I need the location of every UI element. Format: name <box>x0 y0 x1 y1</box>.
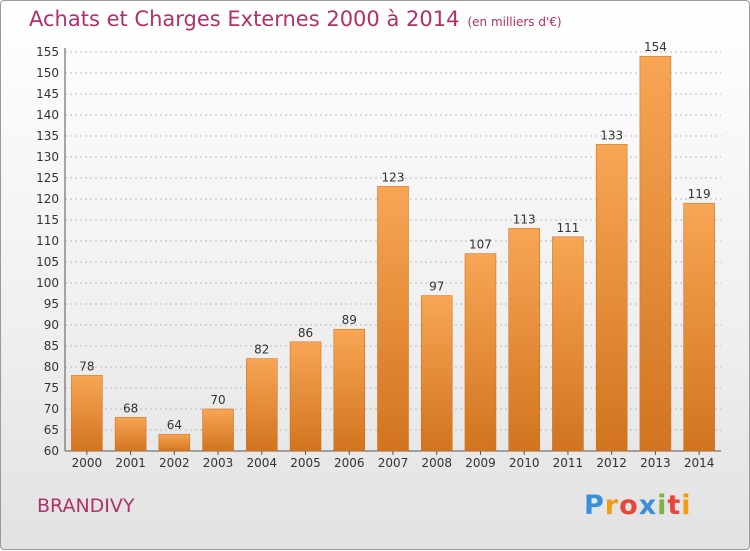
bar-value-label: 113 <box>513 212 536 226</box>
logo-letter: i <box>657 490 668 521</box>
logo-letter: t <box>667 490 682 521</box>
y-tick-label: 150 <box>36 66 59 80</box>
x-tick-label: 2012 <box>596 456 627 470</box>
bar-value-label: 70 <box>210 393 225 407</box>
y-tick-label: 145 <box>36 87 59 101</box>
proxiti-logo: Proxiti <box>584 490 692 521</box>
y-tick-label: 100 <box>36 276 59 290</box>
logo-letter: r <box>604 490 620 521</box>
bar <box>508 228 540 452</box>
y-tick-label: 120 <box>36 192 59 206</box>
x-tick-label: 2004 <box>247 456 278 470</box>
bar-value-label: 107 <box>469 238 492 252</box>
bar-value-label: 133 <box>600 128 623 142</box>
bar <box>114 417 147 452</box>
bar <box>683 202 715 452</box>
bar <box>639 55 672 452</box>
bar-value-label: 89 <box>342 313 357 327</box>
bar <box>202 408 234 452</box>
x-tick-label: 2001 <box>115 456 146 470</box>
bar <box>71 375 103 452</box>
chart-subtitle: (en milliers d'€) <box>467 15 562 29</box>
x-tick-label: 2014 <box>684 456 715 470</box>
logo-letter: i <box>681 490 692 521</box>
y-tick-label: 70 <box>44 402 59 416</box>
y-tick-label: 65 <box>44 423 59 437</box>
x-tick-label: 2008 <box>421 456 452 470</box>
bar <box>420 295 453 452</box>
y-tick-label: 85 <box>44 339 59 353</box>
bar-value-label: 68 <box>123 401 138 415</box>
place-name: BRANDIVY <box>37 495 135 517</box>
y-tick-label: 90 <box>44 318 59 332</box>
y-tick-label: 60 <box>44 444 59 458</box>
logo-letter: x <box>638 490 658 521</box>
y-tick-label: 95 <box>44 297 59 311</box>
x-tick-label: 2000 <box>72 456 103 470</box>
x-tick-label: 2010 <box>509 456 540 470</box>
bar-value-label: 123 <box>382 170 405 184</box>
bar-value-label: 78 <box>79 359 94 373</box>
x-tick-label: 2011 <box>553 456 584 470</box>
logo-letter: P <box>584 490 605 521</box>
bar-value-label: 86 <box>298 326 313 340</box>
y-tick-label: 80 <box>44 360 59 374</box>
chart-title: Achats et Charges Externes 2000 à 2014 (e… <box>29 7 562 31</box>
x-tick-label: 2007 <box>378 456 409 470</box>
logo-letter: o <box>619 490 639 521</box>
x-tick-label: 2005 <box>290 456 321 470</box>
bar-value-label: 97 <box>429 280 444 294</box>
y-tick-label: 125 <box>36 171 59 185</box>
x-tick-label: 2013 <box>640 456 671 470</box>
bar <box>246 358 278 452</box>
bar <box>289 341 322 452</box>
bar <box>158 433 191 452</box>
x-tick-label: 2009 <box>465 456 496 470</box>
y-tick-label: 135 <box>36 129 59 143</box>
bar <box>333 328 366 452</box>
bar <box>552 236 584 452</box>
y-tick-label: 115 <box>36 213 59 227</box>
x-tick-label: 2003 <box>203 456 234 470</box>
y-tick-label: 75 <box>44 381 59 395</box>
chart-title-text: Achats et Charges Externes 2000 à 2014 <box>29 7 460 31</box>
bar-value-label: 154 <box>644 40 667 54</box>
bar-value-label: 82 <box>254 343 269 357</box>
y-tick-label: 130 <box>36 150 59 164</box>
y-tick-label: 140 <box>36 108 59 122</box>
x-tick-label: 2006 <box>334 456 365 470</box>
bar-value-label: 111 <box>556 221 579 235</box>
bar <box>377 186 409 452</box>
y-tick-label: 155 <box>36 45 59 59</box>
bar <box>464 253 497 452</box>
bar-value-label: 119 <box>688 187 711 201</box>
y-tick-label: 105 <box>36 255 59 269</box>
bar-value-label: 64 <box>167 418 182 432</box>
y-tick-label: 110 <box>36 234 59 248</box>
bar <box>595 144 628 452</box>
x-tick-label: 2002 <box>159 456 190 470</box>
